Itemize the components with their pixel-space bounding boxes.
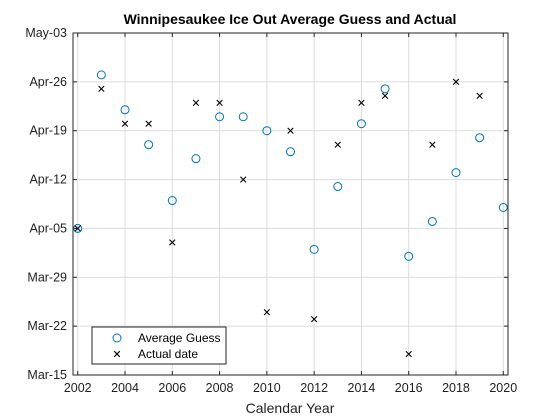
actual-date-point [287,127,294,134]
y-axis-ticks: Mar-15 Mar-22 Mar-29 Apr-05 Apr-12 Apr-19 Apr-… [25,26,508,382]
x-tick-label: 2006 [158,381,186,395]
average-guess-point [286,147,295,157]
legend: Average Guess Actual date [91,326,227,365]
actual-date-point [216,99,223,106]
actual-date-point [240,176,247,183]
actual-date-point [263,308,271,316]
actual-date-point [74,225,81,232]
x-tick-label: 2018 [442,381,470,395]
average-guess-point [144,140,154,150]
x-axis-ticks: 2002 2004 2006 2008 2010 2012 2014 2016 2018 2020 [64,33,517,395]
legend-circle-marker [112,333,122,343]
average-guess-point [404,251,414,261]
actual-date-point [98,85,105,93]
actual-date-point [145,120,152,127]
legend-entry-label: Average Guess [138,331,221,345]
y-tick-label: Apr-12 [29,173,67,187]
actual-date-point [169,239,176,246]
y-tick-label: Mar-29 [27,270,67,284]
plot-area-frame [72,32,509,376]
actual-date-point [476,92,483,100]
average-guess-point [262,126,272,136]
actual-date-point [358,99,365,106]
y-tick-label: Apr-19 [29,124,67,138]
y-tick-label: Mar-22 [27,319,67,333]
average-guess-point [498,202,508,212]
actual-date-point [334,141,341,148]
y-tick-label: Mar-15 [27,368,67,382]
average-guess-point [238,112,248,122]
x-tick-label: 2010 [253,381,281,395]
x-axis-label: Calendar Year [246,400,335,416]
average-guess-point [475,133,485,143]
average-guess-point [215,112,225,122]
data-marks [73,70,508,358]
average-guess-point [309,244,319,254]
x-tick-label: 2004 [111,381,139,395]
average-guess-point [167,196,177,206]
average-guess-point [191,154,201,164]
y-tick-label: Apr-05 [29,221,67,235]
actual-date-point [310,315,318,323]
x-tick-label: 2014 [348,381,376,395]
x-tick-label: 2002 [64,381,92,395]
average-guess-point [380,84,390,94]
legend-entry-label: Actual date [138,347,198,361]
actual-date-point [121,120,129,127]
y-tick-label: May-03 [25,26,67,40]
average-guess-point [356,119,366,129]
chart-title: Winnipesaukee Ice Out Average Guess and … [124,11,457,27]
actual-date-point [192,99,200,106]
average-guess-point [451,168,461,178]
actual-date-point [452,78,460,86]
actual-date-point [429,141,436,148]
actual-date-point [405,350,412,358]
x-tick-label: 2020 [489,381,517,395]
average-guess-point [427,216,437,226]
x-tick-label: 2008 [206,381,234,395]
average-guess-point [120,105,130,115]
x-tick-label: 2016 [395,381,423,395]
average-guess-point [73,223,83,233]
average-guess-point [333,182,343,192]
legend-x-marker [113,350,121,358]
x-tick-label: 2012 [300,381,328,395]
average-guess-point [96,70,106,80]
y-tick-label: Apr-26 [29,75,67,89]
actual-date-point [381,92,389,100]
legend-box [91,326,227,365]
